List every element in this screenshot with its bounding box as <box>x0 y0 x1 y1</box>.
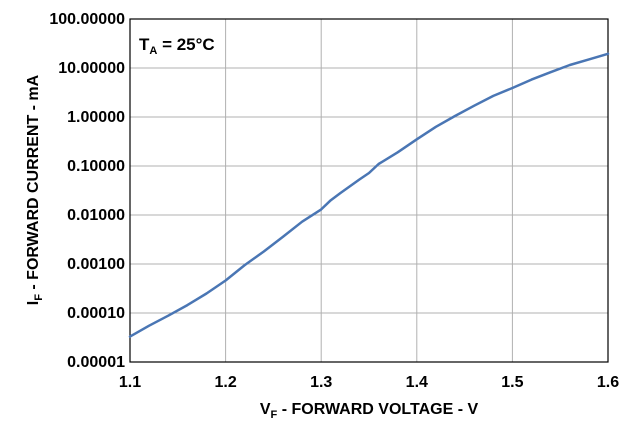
x-tick-label: 1.2 <box>214 374 236 391</box>
x-tick-label: 1.6 <box>597 374 619 391</box>
annotation-label: TA = 25°C <box>139 35 215 57</box>
y-axis-title: IF - FORWARD CURRENT - mA <box>25 74 45 305</box>
x-tick-label: 1.1 <box>119 374 141 391</box>
annotation-main: T <box>139 35 150 54</box>
y-tick-label: 0.00100 <box>67 256 125 273</box>
series-line <box>128 52 610 338</box>
y-tick-label: 0.00010 <box>67 305 125 322</box>
y-tick-label: 0.10000 <box>67 158 125 175</box>
x-axis-title-rest: - FORWARD VOLTAGE - V <box>277 401 478 418</box>
grid <box>130 19 608 362</box>
y-axis-title-rest: - FORWARD CURRENT - mA <box>25 74 42 294</box>
x-tick-label: 1.5 <box>501 374 523 391</box>
x-tick-label: 1.4 <box>406 374 428 391</box>
annotation-rest: = 25°C <box>157 35 214 54</box>
x-axis-title: VF - FORWARD VOLTAGE - V <box>260 401 479 421</box>
series-layer <box>128 52 610 338</box>
y-axis-title-sub: F <box>33 294 45 301</box>
y-tick-label: 100.00000 <box>49 11 125 28</box>
y-axis-ticks: 0.00001 0.00010 0.00100 0.01000 0.10000 1.000… <box>49 11 125 371</box>
y-tick-label: 1.00000 <box>67 109 125 126</box>
x-tick-label: 1.3 <box>310 374 332 391</box>
x-axis-title-main: V <box>260 401 271 418</box>
x-axis-ticks: 1.1 1.2 1.3 1.4 1.5 1.6 <box>119 374 619 391</box>
x-axis-title-sub: F <box>271 409 278 421</box>
annotation-sub: A <box>149 45 157 57</box>
y-axis-title-main: I <box>25 301 42 305</box>
plot-frame <box>129 18 609 363</box>
y-tick-label: 0.01000 <box>67 207 125 224</box>
y-tick-label: 10.00000 <box>58 60 125 77</box>
annotation-box <box>131 20 221 60</box>
y-tick-label: 0.00001 <box>67 354 125 371</box>
